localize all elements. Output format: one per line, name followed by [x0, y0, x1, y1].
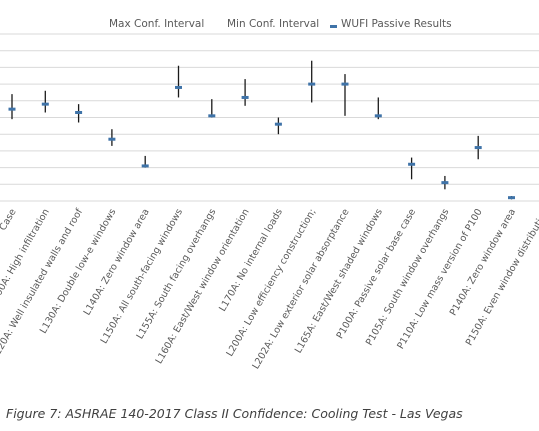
legend-max-conf-interval: Max Conf. Interval [109, 18, 205, 30]
wufi-result-point [374, 114, 382, 118]
wufi-result-point [241, 95, 249, 99]
wufi-result-point [208, 114, 216, 118]
wufi-result-point [175, 85, 182, 89]
figure-caption: Figure 7: ASHRAE 140-2017 Class II Confi… [6, 406, 463, 421]
wufi-result-point [508, 196, 515, 200]
wufi-result-point [308, 82, 316, 86]
category-tick-label: L170A: No internal loads [217, 207, 285, 314]
category-tick-label: Case [0, 207, 19, 233]
category-tick-label: P140A: Zero window area [448, 207, 518, 318]
legend-wufi-marker [330, 25, 337, 28]
wufi-result-point [141, 164, 149, 168]
wufi-result-point [41, 102, 49, 106]
wufi-result-point [441, 181, 449, 185]
wufi-result-point [474, 146, 482, 150]
wufi-result-point [108, 137, 116, 141]
wufi-result-point [274, 122, 282, 126]
wufi-result-point [8, 107, 16, 111]
wufi-result-point [341, 82, 349, 86]
category-tick-label: L140A: Zero window area [82, 207, 152, 317]
wufi-result-point [408, 162, 416, 166]
legend-wufi-passive-results: WUFI Passive Results [341, 18, 452, 30]
wufi-result-point [75, 110, 83, 114]
chart-legend: Max Conf. Interval Min Conf. Interval WU… [0, 18, 539, 34]
legend-min-conf-interval: Min Conf. Interval [227, 18, 320, 30]
